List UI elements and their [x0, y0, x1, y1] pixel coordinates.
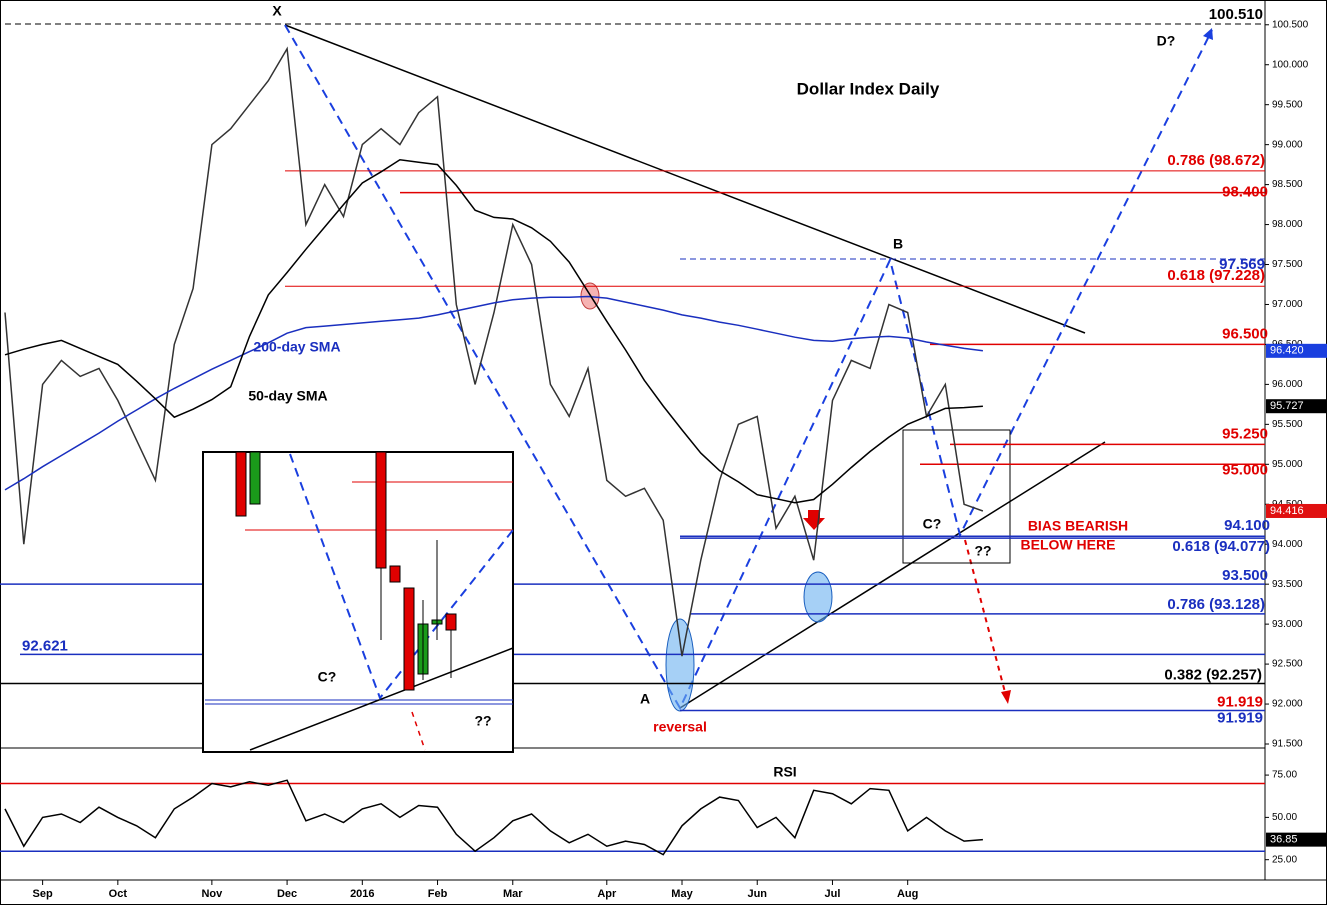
x-tick-label: Nov	[201, 888, 223, 900]
price-tag	[1266, 503, 1327, 518]
annotation: X	[272, 3, 282, 19]
level-label: 96.500	[1222, 325, 1268, 342]
inset-candle	[389, 565, 401, 583]
annotation: D?	[1157, 33, 1176, 49]
x-tick-label: Jul	[825, 888, 841, 900]
series-line	[4, 46, 984, 657]
annotation: BIAS BEARISH	[1028, 518, 1128, 534]
highlight	[665, 618, 695, 712]
inset-trendline	[249, 647, 514, 751]
annotation: 50-day SMA	[248, 388, 327, 404]
y-tick-label: 75.00	[1272, 770, 1297, 781]
inset-projection	[411, 711, 426, 751]
price-tag-label: 95.727	[1270, 400, 1304, 412]
zoom-box	[902, 429, 1011, 564]
x-tick-label: Dec	[277, 888, 297, 900]
inset-candle	[375, 451, 387, 569]
y-tick-label: 92.500	[1272, 659, 1303, 670]
x-tick-label: Mar	[503, 888, 523, 900]
level-label: 97.569	[1219, 256, 1265, 273]
level-label: 100.510	[1209, 6, 1263, 23]
level-label: 0.618 (97.228)	[1167, 267, 1265, 284]
chart-title: Dollar Index Daily	[797, 79, 940, 98]
inset-label: C?	[318, 669, 337, 685]
y-tick-label: 98.000	[1272, 219, 1303, 230]
arrow-head	[1203, 28, 1213, 40]
level-label: 95.250	[1222, 425, 1268, 442]
price-tag	[1266, 399, 1327, 414]
price-tag	[1266, 343, 1327, 358]
level-label: 0.786 (93.128)	[1167, 596, 1265, 613]
inset-pattern	[289, 453, 514, 701]
series-line	[4, 779, 983, 856]
x-tick-label: Aug	[897, 888, 918, 900]
y-tick-label: 95.000	[1272, 459, 1303, 470]
y-tick-label: 93.000	[1272, 619, 1303, 630]
level-label: 95.000	[1222, 461, 1268, 478]
trendline	[284, 24, 1086, 334]
level-label: 94.100	[1224, 517, 1270, 534]
x-tick-label: Apr	[597, 888, 617, 900]
price-tag	[1266, 832, 1327, 847]
series-line	[4, 159, 983, 504]
y-tick-label: 96.000	[1272, 379, 1303, 390]
level-label: 92.621	[22, 637, 68, 654]
trendline	[679, 441, 1106, 709]
series-line	[4, 295, 983, 491]
y-tick-label: 99.500	[1272, 99, 1303, 110]
y-tick-label: 50.00	[1272, 812, 1297, 823]
y-tick-label: 99.000	[1272, 139, 1303, 150]
y-tick-label: 91.500	[1272, 739, 1303, 750]
arrow-head	[1001, 690, 1011, 704]
y-tick-label: 100.000	[1272, 59, 1309, 70]
projection-line	[964, 539, 1007, 697]
annotation: 200-day SMA	[253, 339, 340, 355]
inset-candle	[445, 613, 457, 631]
x-tick-label: Sep	[33, 888, 53, 900]
annotation: B	[893, 236, 903, 252]
level-label: 93.500	[1222, 567, 1268, 584]
level-label: 98.400	[1222, 184, 1268, 201]
x-tick-label: Jun	[747, 888, 767, 900]
y-tick-label: 94.000	[1272, 539, 1303, 550]
y-tick-label: 92.000	[1272, 699, 1303, 710]
annotation: reversal	[653, 719, 707, 735]
inset-candle	[249, 451, 261, 505]
y-tick-label: 93.500	[1272, 579, 1303, 590]
inset-candle	[235, 451, 247, 517]
y-tick-label: 97.000	[1272, 299, 1303, 310]
annotation: C?	[923, 516, 942, 532]
chart-title: RSI	[773, 764, 796, 780]
price-tag-label: 94.416	[1270, 505, 1304, 517]
x-tick-label: Oct	[109, 888, 128, 900]
level-label: 0.382 (92.257)	[1164, 666, 1262, 683]
pattern-line	[284, 24, 1213, 711]
inset: C???	[202, 451, 514, 753]
price-tag-label: 36.85	[1270, 834, 1298, 846]
level-label: 91.919	[1217, 693, 1263, 710]
inset-label: ??	[474, 713, 491, 729]
y-tick-label: 97.500	[1272, 259, 1303, 270]
x-tick-label: May	[671, 888, 693, 900]
level-label: 91.919	[1217, 709, 1263, 726]
y-tick-label: 25.00	[1272, 854, 1297, 865]
y-tick-label: 100.500	[1272, 19, 1309, 30]
inset-candle	[403, 587, 415, 691]
x-tick-label: 2016	[350, 888, 374, 900]
level-label: 0.786 (98.672)	[1167, 152, 1265, 169]
level-label: 0.618 (94.077)	[1172, 538, 1270, 555]
annotation: A	[640, 691, 650, 707]
annotation: BELOW HERE	[1021, 537, 1116, 553]
y-tick-label: 98.500	[1272, 179, 1303, 190]
y-tick-label: 95.500	[1272, 419, 1303, 430]
x-tick-label: Feb	[428, 888, 448, 900]
price-tag-label: 96.420	[1270, 345, 1304, 357]
annotation: ??	[974, 543, 991, 559]
